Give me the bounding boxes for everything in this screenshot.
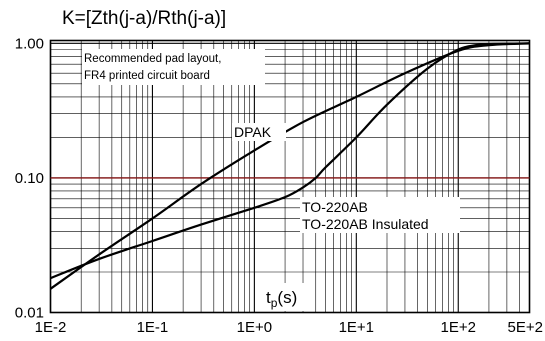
- dpak-curve-label: DPAK: [234, 124, 272, 140]
- y-tick-label: 0.10: [15, 170, 44, 187]
- x-tick-label: 5E+2: [508, 319, 543, 336]
- y-tick-label: 0.01: [15, 305, 44, 322]
- note-line-2: FR4 printed circuit board: [84, 70, 210, 82]
- chart-title: K=[Zth(j-a)/Rth(j-a)]: [62, 8, 226, 29]
- dpak-label-box: [232, 123, 286, 141]
- xlabel-box: [264, 283, 310, 311]
- x-tick-label: 1E+2: [441, 319, 476, 336]
- series-line-dpak: [49, 42, 530, 290]
- y-tick-label: 1.00: [15, 35, 44, 52]
- plot-frame: [49, 39, 531, 314]
- to220ab-curve-label: TO-220AB: [302, 199, 368, 215]
- note-box: [82, 49, 265, 85]
- x-axis-label: tp(s): [266, 288, 297, 310]
- tick-labels: 1E-2 1E-1 1E+0 1E+1 1E+2 5E+2 0.01 0.10 1.00: [15, 35, 543, 336]
- x-tick-label: 1E-1: [137, 319, 169, 336]
- note-line-1: Recommended pad layout,: [84, 53, 221, 65]
- to220ab-insulated-curve-label: TO-220AB Insulated: [302, 216, 429, 232]
- x-tick-label: 1E+1: [339, 319, 374, 336]
- series-line-to220ab: [50, 42, 530, 280]
- x-tick-label: 1E+0: [237, 319, 272, 336]
- series-group: [49, 42, 530, 290]
- x-tick-label: 1E-2: [35, 319, 67, 336]
- to220-label-box: [300, 197, 460, 233]
